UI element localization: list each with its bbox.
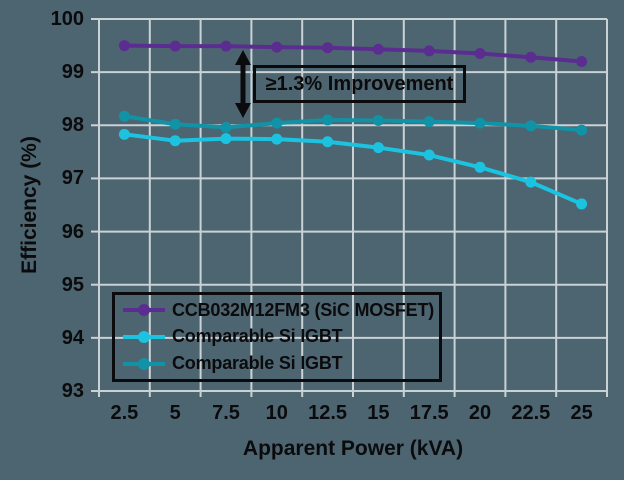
series-marker: [474, 117, 486, 129]
legend-label: CCB032M12FM3 (SiC MOSFET): [172, 299, 435, 320]
series-line: [122, 43, 584, 64]
y-tick-label: 93: [61, 380, 84, 402]
legend-item: Comparable Si IGBT: [121, 353, 433, 374]
improvement-arrow-head-down: [235, 103, 251, 118]
x-tick-label: 12.5: [308, 402, 348, 424]
series-marker: [169, 40, 181, 52]
legend-marker-dot: [138, 304, 150, 317]
series-marker: [322, 136, 334, 148]
legend-marker-dot: [138, 330, 150, 343]
legend-label: Comparable Si IGBT: [172, 353, 343, 374]
y-tick-label: 100: [50, 8, 84, 30]
x-tick-label: 22.5: [511, 402, 551, 424]
legend-label: Comparable Si IGBT: [172, 326, 343, 347]
series-marker-icon: [123, 357, 165, 370]
x-tick-label: 5: [169, 402, 181, 424]
series-line: [122, 132, 584, 206]
series-marker: [474, 161, 486, 173]
legend-marker-dot: [138, 357, 150, 370]
x-tick-label: 15: [367, 402, 390, 424]
x-tick-label: 17.5: [409, 402, 449, 424]
series-marker: [525, 120, 537, 132]
x-tick-label: 7.5: [212, 402, 240, 424]
series-marker: [271, 133, 283, 145]
series-marker: [322, 114, 334, 126]
series-marker: [525, 51, 537, 63]
y-tick-label: 96: [61, 220, 84, 243]
legend-item: Comparable Si IGBT: [121, 326, 433, 347]
improvement-annotation-text: ≥1.3% Improvement: [265, 72, 454, 95]
series-marker: [576, 56, 588, 68]
series-marker-icon: [123, 304, 165, 317]
y-tick-label: 95: [61, 273, 84, 296]
series-marker: [271, 41, 283, 53]
series-marker: [322, 42, 334, 54]
series-marker: [118, 128, 130, 140]
series-marker-icon: [123, 330, 165, 343]
series-marker: [525, 176, 537, 188]
y-tick-label: 99: [61, 61, 84, 84]
series-marker: [423, 116, 435, 128]
series-marker: [118, 110, 130, 122]
series-marker: [423, 45, 435, 57]
improvement-arrow-head-up: [235, 50, 251, 65]
x-tick-label: 10: [265, 402, 288, 424]
series-marker: [474, 48, 486, 60]
y-tick-label: 94: [61, 326, 84, 349]
x-tick-label: 20: [468, 402, 492, 424]
y-tick-label: 97: [61, 167, 84, 190]
series-marker: [220, 121, 232, 133]
x-tick-label: 2.5: [110, 402, 139, 424]
series-marker: [118, 40, 130, 52]
series-marker: [169, 135, 181, 147]
x-tick-label: 25: [570, 402, 593, 424]
improvement-annotation: ≥1.3% Improvement: [253, 65, 466, 103]
series-marker: [372, 115, 384, 127]
series-marker: [220, 40, 232, 52]
series-line: [122, 114, 584, 133]
y-axis-title: Efficiency (%): [18, 136, 41, 274]
series-marker: [372, 142, 384, 154]
series-marker: [220, 133, 232, 145]
series-marker: [271, 117, 283, 129]
legend: CCB032M12FM3 (SiC MOSFET) Comparable Si …: [112, 292, 442, 382]
x-axis-title: Apparent Power (kVA): [242, 437, 464, 460]
y-tick-label: 98: [61, 114, 84, 137]
series-marker: [169, 118, 181, 130]
series-marker: [576, 124, 588, 136]
series-marker: [423, 149, 435, 161]
legend-item: CCB032M12FM3 (SiC MOSFET): [121, 299, 435, 321]
series-marker: [576, 198, 588, 210]
series-marker: [372, 43, 384, 55]
